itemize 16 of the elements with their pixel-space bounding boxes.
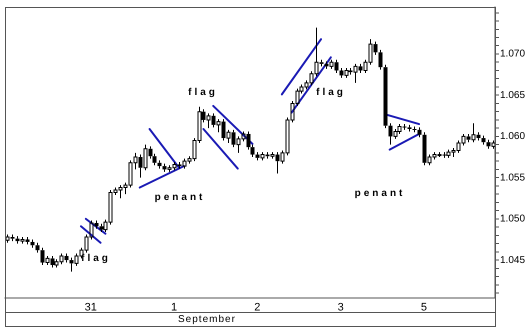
y-tick-label: 1.065: [500, 90, 526, 101]
annotation: penant: [154, 192, 206, 203]
y-tick-label: 1.060: [500, 131, 526, 142]
x-tick-label: 1: [170, 302, 178, 314]
x-tick-label: 2: [254, 302, 260, 314]
x-tick-label: 31: [84, 302, 97, 314]
annotation: penant: [354, 188, 406, 199]
y-tick-label: 1.050: [500, 214, 526, 225]
x-tick-label: 3: [338, 302, 344, 314]
y-tick-label: 1.055: [500, 172, 526, 184]
x-tick-label: 5: [420, 302, 428, 314]
y-tick-label: 1.070: [500, 48, 526, 60]
x-axis-title: September: [178, 314, 236, 325]
annotation: flag: [316, 86, 346, 98]
y-tick-label: 1.045: [500, 254, 526, 266]
annotation: flag: [188, 86, 218, 98]
